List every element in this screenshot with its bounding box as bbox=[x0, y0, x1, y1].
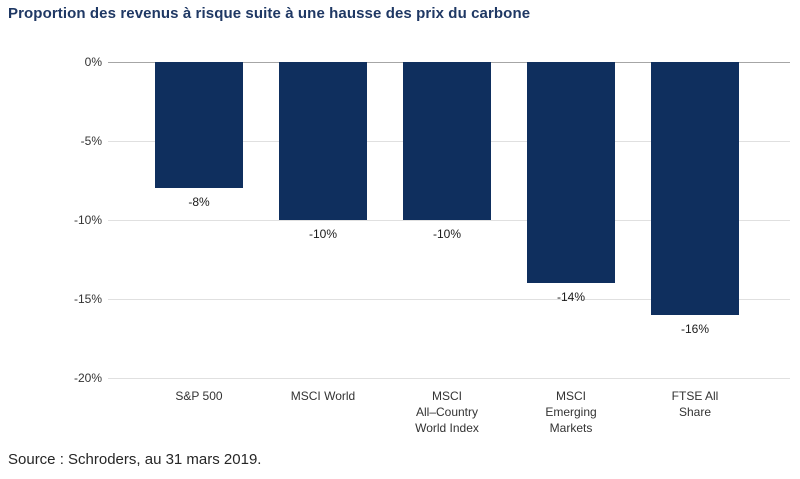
bar-value-label: -14% bbox=[556, 290, 585, 304]
bar bbox=[403, 62, 491, 220]
bar-value-label: -10% bbox=[308, 227, 337, 241]
bar bbox=[279, 62, 367, 220]
chart-title: Proportion des revenus à risque suite à … bbox=[8, 5, 531, 22]
x-axis-category-label: MSCI Emerging Markets bbox=[545, 389, 597, 435]
y-axis-tick-label: 0% bbox=[84, 55, 102, 69]
x-axis-category-label: S&P 500 bbox=[175, 389, 223, 403]
y-axis-tick-label: -15% bbox=[73, 292, 102, 306]
gridline bbox=[108, 219, 790, 221]
bar-value-label: -10% bbox=[432, 227, 461, 241]
bar-value-label: -8% bbox=[188, 195, 210, 209]
gridline bbox=[108, 377, 790, 379]
bar bbox=[155, 62, 243, 188]
y-axis-tick-label: -10% bbox=[73, 213, 102, 227]
x-axis-category-label: MSCI World bbox=[290, 389, 356, 403]
y-axis-tick-label: -5% bbox=[80, 134, 102, 148]
bar bbox=[527, 62, 615, 283]
source-note: Source : Schroders, au 31 mars 2019. bbox=[8, 451, 262, 468]
bar-value-label: -16% bbox=[680, 322, 709, 336]
gridline bbox=[108, 298, 790, 300]
bar bbox=[651, 62, 739, 315]
x-axis-category-label: MSCI All–Country World Index bbox=[415, 389, 479, 435]
bar-chart: 0% -5% -10% -15% -20% -8% S&P 500 -10% MSCI Worl… bbox=[73, 55, 790, 435]
y-axis-tick-label: -20% bbox=[73, 371, 102, 385]
x-axis-category-label: FTSE All Share bbox=[671, 389, 719, 419]
